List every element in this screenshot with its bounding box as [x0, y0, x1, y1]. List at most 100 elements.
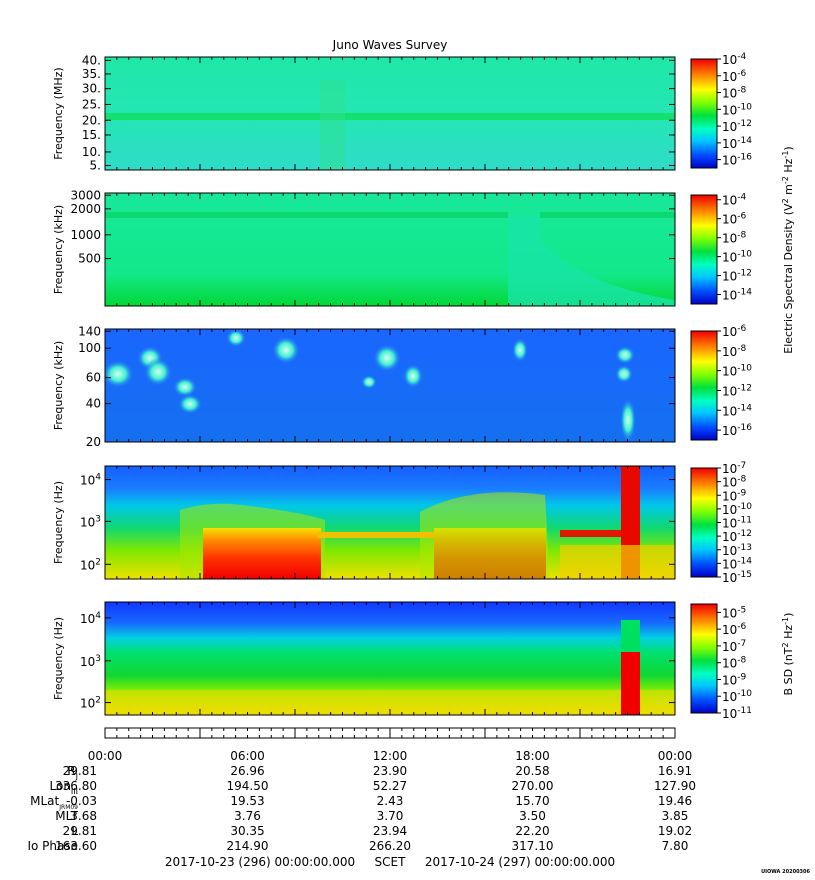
colorbar-tick-label: 10-14 — [722, 403, 752, 418]
colorbar-tick-label: 10-12 — [722, 383, 752, 398]
colorbar-tick-label: 10-12 — [722, 119, 752, 134]
y-tick-label: 15. — [82, 128, 101, 142]
colorbar-tick-label: 10-12 — [722, 529, 752, 544]
ephemeris-value: 52.27 — [373, 779, 407, 793]
emission-blob — [615, 365, 633, 383]
ephemeris-value: 19.53 — [230, 794, 264, 808]
ephemeris-value: 266.20 — [369, 839, 411, 853]
colorbar-tick-label: 10-11 — [722, 706, 752, 721]
ephemeris-value: 23.94 — [373, 824, 407, 838]
colorbar-tick-label: 10-4 — [722, 52, 747, 67]
y-axis-label: Frequency (Hz) — [52, 617, 65, 700]
panel-khz-low — [105, 329, 675, 442]
ephemeris-value: 270.00 — [512, 779, 554, 793]
emission-region — [420, 492, 550, 579]
narrowband-line — [318, 532, 434, 538]
colorbar-tick-label: 10-14 — [722, 136, 752, 151]
colorbar — [690, 194, 718, 305]
time-label: 06:00 — [230, 749, 265, 763]
colorbar-tick-label: 10-5 — [722, 605, 746, 620]
colorbar-label-part: Electric Spectral Density (V — [782, 203, 795, 354]
colorbar — [690, 603, 718, 714]
colorbar-tick-label: 10-8 — [722, 344, 747, 359]
ephemeris-value: 194.50 — [227, 779, 269, 793]
colorbar-label-exp: 2 — [781, 198, 790, 203]
colorbar-tick-label: 10-10 — [722, 502, 752, 517]
emission-blob — [144, 358, 172, 386]
y-tick-label: 104 — [80, 473, 101, 488]
colorbar — [690, 467, 718, 578]
narrowband-line-intense — [560, 530, 640, 537]
panel-mhz — [105, 57, 675, 170]
broadband-burst-upper — [621, 620, 640, 652]
emission-blob — [173, 377, 197, 397]
colorbar-tick-label: 10-6 — [722, 622, 747, 637]
emission-band-upper-2 — [540, 212, 675, 218]
ephemeris-value: 7.80 — [662, 839, 689, 853]
emission-blob — [361, 375, 377, 389]
ephemeris-value: 3.68 — [70, 809, 97, 823]
colorbar-tick-label: 10-8 — [722, 656, 747, 671]
colorbar-tick-label: 10-14 — [722, 556, 752, 571]
ephemeris-value: 29.81 — [63, 764, 97, 778]
ephemeris-value: 23.90 — [373, 764, 407, 778]
ephemeris-value: 19.02 — [658, 824, 692, 838]
colorbar-tick-label: 10-10 — [722, 364, 752, 379]
ephemeris-value: 20.58 — [515, 764, 549, 778]
y-tick-label: 2000 — [70, 202, 101, 216]
colorbar-tick-label: 10-6 — [722, 212, 747, 227]
y-tick-label: 60 — [86, 371, 101, 385]
colorbars: 10-410-610-810-1010-1210-1410-1610-410-6… — [690, 52, 752, 721]
y-tick-label: 103 — [80, 514, 101, 529]
ephemeris-value: 29.81 — [63, 824, 97, 838]
emission-band-upper — [105, 212, 508, 218]
ephemeris-value: 163.60 — [55, 839, 97, 853]
y-axis-label: Frequency (Hz) — [52, 481, 65, 564]
emission-blob — [373, 344, 401, 372]
ephemeris-value: 26.96 — [230, 764, 264, 778]
y-tick-label: 100 — [78, 341, 101, 355]
colorbar-tick-label: 10-11 — [722, 516, 752, 531]
colorbar-label-exp: -2 — [781, 176, 790, 184]
colorbar-label-exp: -1 — [781, 151, 790, 159]
y-tick-label: 500 — [78, 252, 101, 266]
colorbar-tick-label: 10-8 — [722, 475, 747, 490]
ephemeris-value: 3.85 — [662, 809, 689, 823]
colorbar-tick-label: 10-10 — [722, 689, 752, 704]
ephemeris-value: 336.80 — [55, 779, 97, 793]
ephemeris-value: 2.43 — [377, 794, 404, 808]
time-label: 12:00 — [373, 749, 408, 763]
colorbar-tick-label: 10-10 — [722, 102, 752, 117]
ephemeris-value: 16.91 — [658, 764, 692, 778]
colorbar-label-part: Hz — [782, 158, 795, 176]
colorbar-tick-label: 10-7 — [722, 461, 746, 476]
colorbar — [690, 58, 718, 169]
ephemeris-row-label: Io Phase — [27, 839, 78, 853]
emission-blob — [620, 398, 636, 442]
intense-emission-1 — [203, 528, 321, 579]
y-tick-label: 40. — [82, 53, 101, 67]
emission-blob — [512, 338, 528, 362]
panel-khz-high — [105, 193, 675, 306]
y-axis-label: Frequency (kHz) — [52, 341, 65, 430]
footer-end: 2017-10-24 (297) 00:00:00.000 — [425, 855, 615, 869]
colorbar-tick-label: 10-16 — [722, 153, 752, 168]
ephemeris-value: -0.03 — [66, 794, 97, 808]
y-tick-label: 30. — [82, 82, 101, 96]
emission-blob — [403, 364, 423, 388]
ephemeris-row-label: RJ — [67, 764, 78, 781]
colorbar-tick-label: 10-12 — [722, 269, 752, 284]
colorbar-tick-label: 10-8 — [722, 231, 747, 246]
colorbar-tick-label: 10-14 — [722, 288, 752, 303]
emission-blob — [272, 336, 300, 364]
colorbar-label-exp: -1 — [781, 617, 790, 625]
ephemeris-value: 19.46 — [658, 794, 692, 808]
ephemeris-value: 3.50 — [519, 809, 546, 823]
y-tick-label: 25. — [82, 97, 101, 111]
y-tick-label: 10. — [82, 145, 101, 159]
y-tick-label: 20. — [82, 113, 101, 127]
ephemeris-value: 127.90 — [654, 779, 696, 793]
colorbar-tick-label: 10-16 — [722, 423, 752, 438]
y-tick-label: 102 — [80, 557, 101, 572]
time-label: 00:00 — [88, 749, 123, 763]
